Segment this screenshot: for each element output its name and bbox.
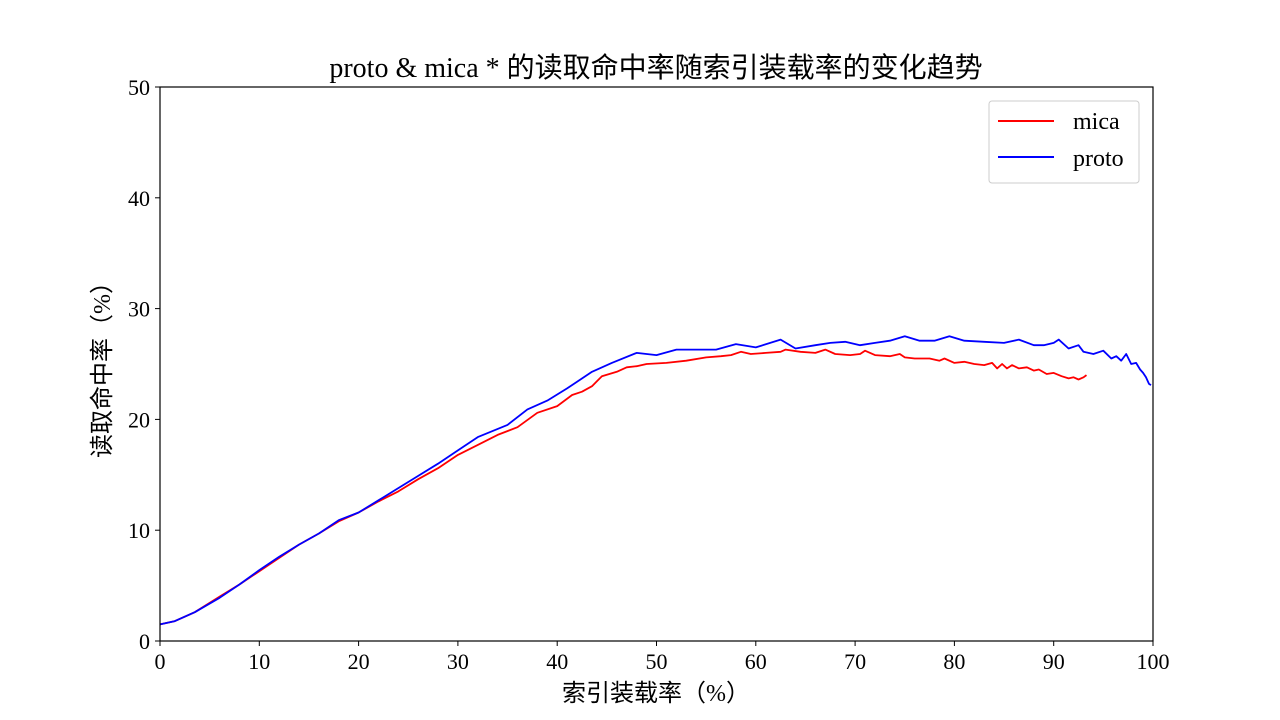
x-tick-label: 80 xyxy=(943,649,965,674)
legend: mica proto xyxy=(988,100,1140,184)
y-tick-label: 50 xyxy=(128,75,150,100)
x-tick-label: 40 xyxy=(546,649,568,674)
x-tick-label: 60 xyxy=(745,649,767,674)
x-tick-label: 70 xyxy=(844,649,866,674)
y-axis: 0 10 20 30 40 50 xyxy=(128,75,160,654)
chart-title: proto & mica * 的读取命中率随索引装载率的变化趋势 xyxy=(329,52,982,84)
legend-label-proto: proto xyxy=(1073,146,1124,172)
series-line-mica xyxy=(159,348,1088,626)
y-tick-label: 20 xyxy=(128,407,150,432)
x-axis-label: 索引装载率（%） xyxy=(562,680,750,707)
legend-label-mica: mica xyxy=(1073,109,1120,135)
y-axis-label: 读取命中率（%） xyxy=(89,270,116,458)
x-tick-label: 90 xyxy=(1043,649,1065,674)
x-tick-label: 50 xyxy=(646,649,668,674)
x-axis: 0 10 20 30 40 50 60 70 80 90 100 xyxy=(155,641,1170,674)
x-tick-label: 10 xyxy=(248,649,270,674)
x-tick-label: 0 xyxy=(155,649,166,674)
y-tick-label: 10 xyxy=(128,518,150,543)
series-line-proto xyxy=(159,335,1152,626)
y-tick-label: 0 xyxy=(139,629,150,654)
x-tick-label: 100 xyxy=(1137,649,1170,674)
series-layer xyxy=(159,335,1152,626)
y-tick-label: 30 xyxy=(128,297,150,322)
y-tick-label: 40 xyxy=(128,186,150,211)
x-tick-label: 30 xyxy=(447,649,469,674)
x-tick-label: 20 xyxy=(348,649,370,674)
